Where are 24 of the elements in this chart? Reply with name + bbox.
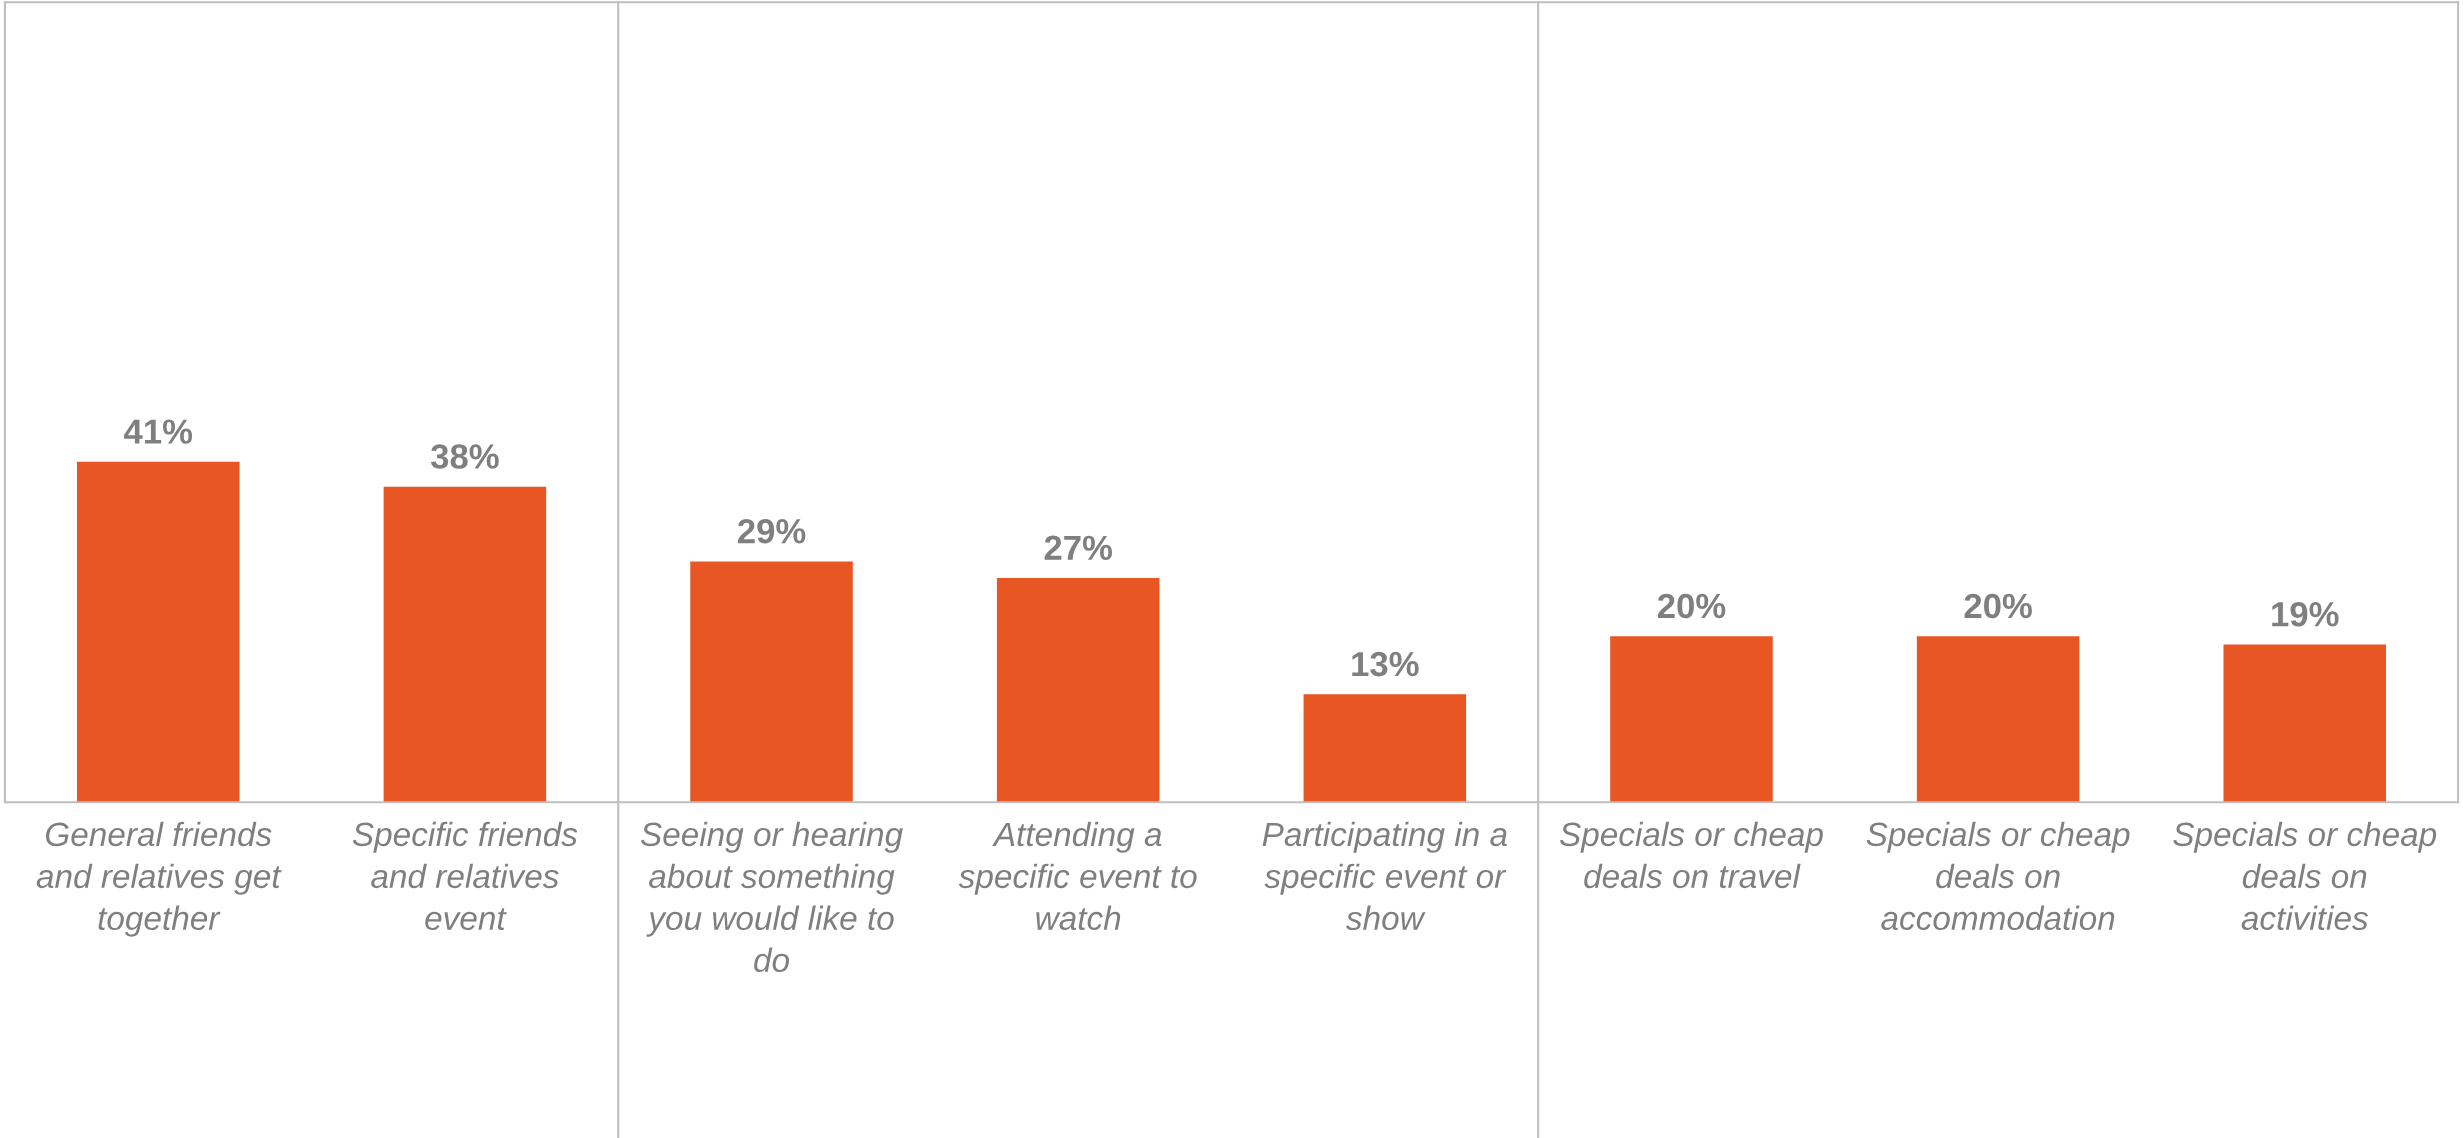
x-tick-label: General friends and relatives get together xyxy=(36,821,282,937)
data-label: 29% xyxy=(737,518,806,544)
bar xyxy=(383,486,547,803)
x-tick-label: Attending a specific event to watch xyxy=(958,821,1197,931)
data-label: 20% xyxy=(1657,593,1726,619)
bar xyxy=(1303,694,1467,803)
x-tick-label: Specials or cheap deals on activities xyxy=(2173,821,2437,931)
data-label: 38% xyxy=(430,444,499,469)
x-tick-label: Specials or cheap deals on travel xyxy=(1559,821,1823,889)
x-tick-label: Seeing or hearing about something you would like to do xyxy=(640,821,903,973)
x-tick-label: Specials or cheap deals on accommodation xyxy=(1866,821,2130,931)
x-tick-label: Specific friends and relatives event xyxy=(352,821,578,931)
bar xyxy=(2223,644,2387,803)
data-label: 13% xyxy=(1352,651,1419,677)
bar xyxy=(76,461,240,803)
bar xyxy=(1610,636,1773,803)
data-label: 41% xyxy=(124,419,193,444)
bar xyxy=(996,578,1160,803)
bar xyxy=(1916,636,2080,803)
bar xyxy=(690,561,853,803)
data-label: 27% xyxy=(1044,535,1113,561)
data-label: 20% xyxy=(1964,593,2032,619)
x-tick-label: Participating in a specific event or show xyxy=(1262,821,1507,931)
data-label: 19% xyxy=(2272,601,2339,627)
